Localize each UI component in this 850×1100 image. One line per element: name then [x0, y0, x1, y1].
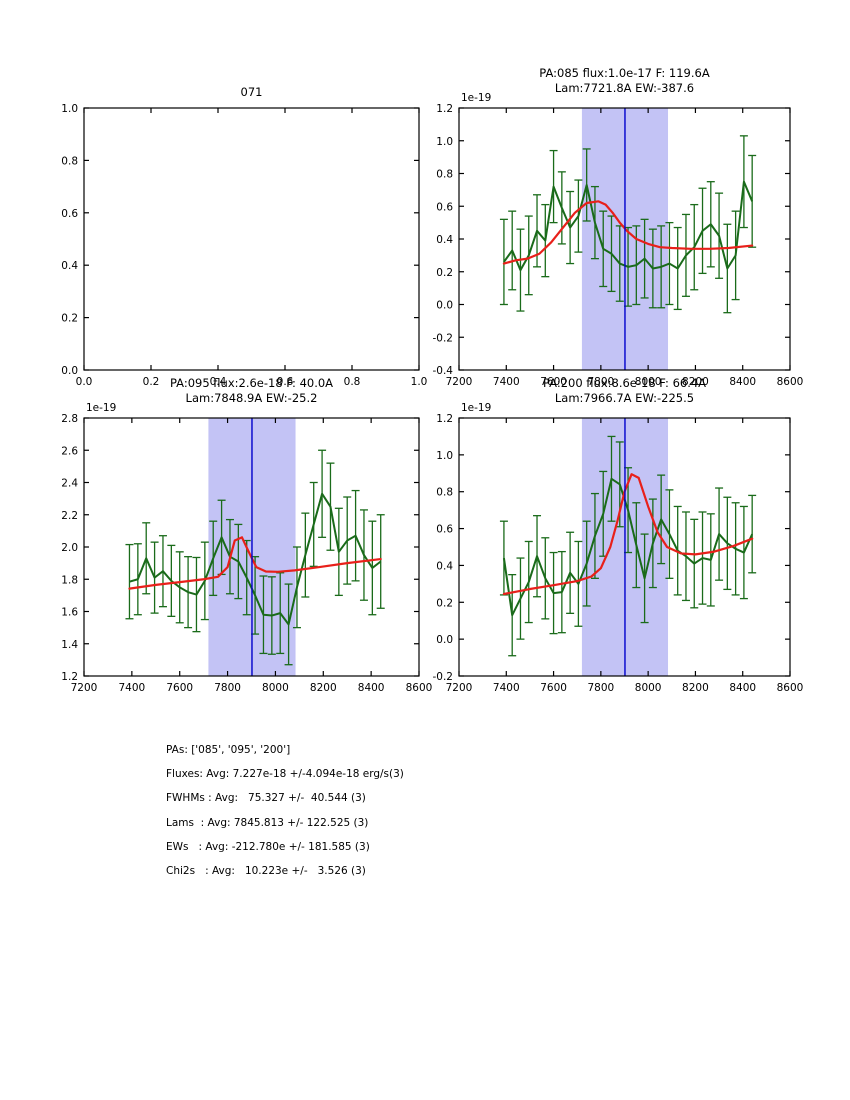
y-tick-label: 0.4: [436, 234, 453, 246]
summary-line: EWs : Avg: -212.780e +/- 181.585 (3): [166, 840, 370, 853]
summary-line: FWHMs : Avg: 75.327 +/- 40.544 (3): [166, 792, 366, 805]
y-tick-label: 2.4: [61, 478, 78, 490]
y-tick-label: 0.6: [436, 524, 453, 536]
axes-frame: [83, 107, 420, 371]
x-tick-label: 0.8: [344, 376, 361, 388]
x-tick-label: 7800: [587, 682, 614, 694]
y-tick-label: 0.2: [436, 267, 453, 279]
y-tick-label: 1.2: [61, 671, 78, 683]
spectrum-line: [129, 492, 382, 626]
panel-title-line: Lam:7721.8A EW:-387.6: [554, 81, 695, 95]
plot-panel-panel-pa200: 1e-19 7200 7400 7600 7800 8000 8200 8400 8600 -0.…: [399, 396, 804, 700]
y-tick-label: 2.8: [61, 413, 78, 425]
x-tick-label: 8600: [777, 682, 804, 694]
model-fit-line: [502, 473, 754, 596]
x-tick-label: 0.2: [143, 376, 160, 388]
y-tick-label: 1.2: [436, 413, 453, 425]
model-fit-line: [502, 200, 754, 265]
panel-title-panel-pa085: PA:085 flux:1.0e-17 F: 119.6A Lam:7721.8A…: [459, 66, 790, 96]
y-tick-label: 1.0: [436, 450, 453, 462]
plot-panel-panel-071-empty: 0.0 0.2 0.4 0.6 0.8 1.0 0.0 0.2 0.4 0.6 0.8 1.0: [24, 86, 433, 394]
panel-title-line: PA:095 flux:2.6e-18 F: 40.0A: [169, 376, 334, 390]
x-tick-label: 8200: [682, 376, 709, 388]
panel-title-line: PA:200 flux:8.6e-18 F: 66.4A: [542, 376, 707, 390]
panel-title-line: 071: [240, 85, 263, 99]
summary-statistics-block: PAs: ['085', '095', '200'] Fluxes: Avg: 7…: [166, 738, 404, 883]
summary-line: Lams : Avg: 7845.813 +/- 122.525 (3): [166, 816, 369, 829]
x-tick-label: 8600: [777, 376, 804, 388]
x-tick-label: 8000: [635, 682, 662, 694]
x-tick-label: 0.4: [210, 376, 227, 388]
x-tick-label: 8200: [682, 682, 709, 694]
y-axis-offset-label: 1e-19: [461, 402, 491, 414]
x-tick-label: 7200: [446, 376, 473, 388]
y-tick-label: -0.2: [433, 332, 454, 344]
x-tick-label: 7200: [71, 682, 98, 694]
y-tick-label: 0.6: [436, 201, 453, 213]
y-tick-label: 1.2: [436, 103, 453, 115]
y-tick-label: 0.4: [61, 260, 78, 272]
summary-line: Chi2s : Avg: 10.223e +/- 3.526 (3): [166, 864, 366, 877]
x-tick-label: 8400: [358, 682, 385, 694]
x-tick-label: 7400: [493, 682, 520, 694]
x-tick-label: 8400: [729, 376, 756, 388]
panel-title-panel-pa095: PA:095 flux:2.6e-18 F: 40.0A Lam:7848.9A …: [84, 376, 419, 406]
x-tick-label: 7600: [540, 376, 567, 388]
y-tick-label: 1.4: [61, 639, 78, 651]
x-tick-label: 7400: [493, 376, 520, 388]
x-tick-label: 8200: [310, 682, 337, 694]
y-tick-label: -0.2: [433, 671, 454, 683]
x-tick-label: 7600: [166, 682, 193, 694]
axes-frame: [458, 417, 791, 677]
y-axis-offset-label: 1e-19: [461, 92, 491, 104]
y-tick-label: 0.8: [436, 169, 453, 181]
plot-panel-panel-pa095: 1e-19 7200 7400 7600 7800 8000 8200 8400 8600 1.2…: [24, 396, 433, 700]
y-tick-label: 0.8: [436, 487, 453, 499]
summary-line: PAs: ['085', '095', '200']: [166, 744, 291, 756]
y-tick-label: -0.4: [433, 365, 454, 377]
y-tick-label: 2.6: [61, 445, 78, 457]
y-tick-label: 1.8: [61, 574, 78, 586]
panel-title-panel-pa200: PA:200 flux:8.6e-18 F: 66.4A Lam:7966.7A …: [459, 376, 790, 406]
y-tick-label: 0.0: [436, 300, 453, 312]
panel-title-line: Lam:7848.9A EW:-25.2: [185, 391, 318, 405]
y-tick-label: 2.0: [61, 542, 78, 554]
y-tick-label: 0.8: [61, 155, 78, 167]
y-axis-offset-label: 1e-19: [86, 402, 116, 414]
x-tick-label: 0.6: [277, 376, 294, 388]
panel-title-line: PA:085 flux:1.0e-17 F: 119.6A: [539, 66, 710, 80]
panel-title-panel-071-empty: 071: [84, 85, 419, 100]
plot-panel-panel-pa085: 1e-19 7200 7400 7600 7800 8000 8200 8400 8600 -0.…: [399, 86, 804, 394]
y-tick-label: 0.4: [436, 560, 453, 572]
y-tick-label: 0.0: [436, 634, 453, 646]
panel-title-line: Lam:7966.7A EW:-225.5: [554, 391, 695, 405]
x-tick-label: 7600: [540, 682, 567, 694]
spectrum-line: [503, 180, 754, 272]
y-tick-label: 1.0: [61, 103, 78, 115]
x-tick-label: 8000: [262, 682, 289, 694]
x-tick-label: 1.0: [411, 376, 428, 388]
y-tick-label: 0.0: [61, 365, 78, 377]
y-tick-label: 0.2: [61, 313, 78, 325]
x-tick-label: 7800: [587, 376, 614, 388]
y-tick-label: 2.2: [61, 510, 78, 522]
x-tick-label: 8600: [406, 682, 433, 694]
x-tick-label: 8000: [635, 376, 662, 388]
y-tick-label: 0.2: [436, 597, 453, 609]
model-fit-line: [128, 536, 382, 590]
y-tick-label: 0.6: [61, 208, 78, 220]
x-tick-label: 8400: [729, 682, 756, 694]
x-tick-label: 7800: [214, 682, 241, 694]
x-tick-label: 0.0: [76, 376, 93, 388]
y-tick-label: 1.6: [61, 607, 78, 619]
y-tick-label: 1.0: [436, 136, 453, 148]
x-tick-label: 7400: [118, 682, 145, 694]
x-tick-label: 7200: [446, 682, 473, 694]
spectrum-line: [502, 477, 754, 617]
summary-line: Fluxes: Avg: 7.227e-18 +/-4.094e-18 erg/…: [166, 768, 404, 781]
